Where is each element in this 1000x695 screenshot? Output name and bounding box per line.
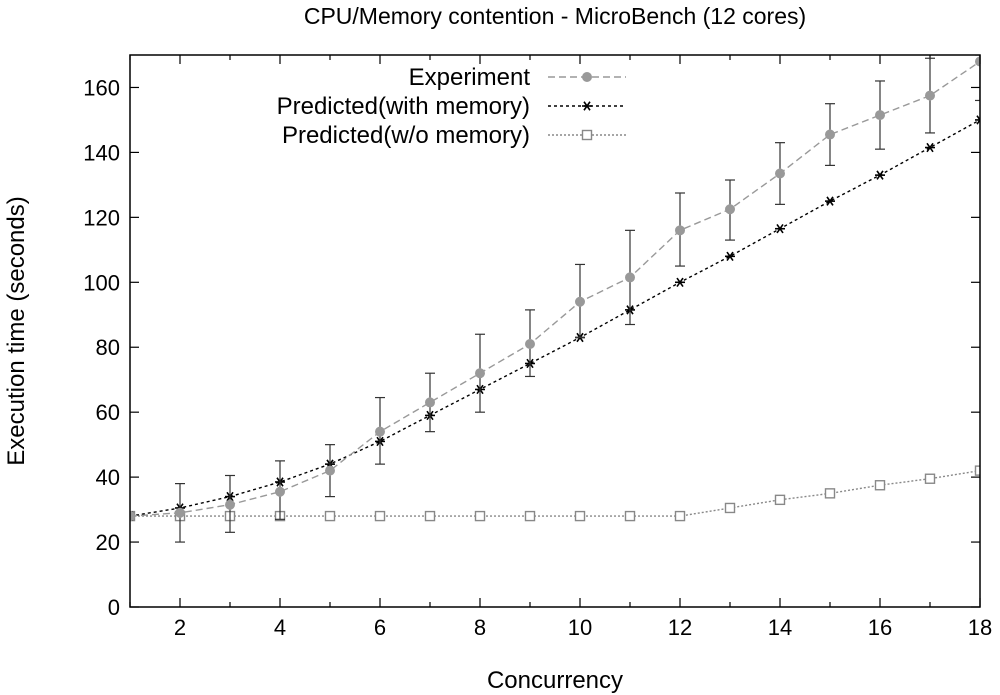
star-stroke <box>676 277 684 288</box>
x-tick-label: 10 <box>568 615 592 640</box>
data-point <box>875 110 885 121</box>
x-tick-label: 8 <box>474 615 486 640</box>
data-point <box>275 486 285 497</box>
legend-item-predicted-with-memory: Predicted(with memory) <box>277 93 626 120</box>
star-stroke <box>926 142 934 153</box>
data-point <box>524 510 536 522</box>
y-tick-label: 160 <box>83 75 120 100</box>
x-tick-label: 18 <box>968 615 992 640</box>
y-tick-label: 0 <box>108 595 120 620</box>
y-tick-label: 80 <box>96 335 120 360</box>
x-tick-label: 4 <box>274 615 286 640</box>
data-point <box>925 142 935 153</box>
chart-title: CPU/Memory contention - MicroBench (12 c… <box>304 3 806 29</box>
data-point <box>725 251 735 262</box>
data-point <box>774 494 786 506</box>
data-point <box>674 510 686 522</box>
data-point <box>775 168 785 179</box>
data-point <box>975 115 980 125</box>
data-point <box>575 296 585 307</box>
star-stroke <box>976 115 980 122</box>
data-point <box>425 397 435 408</box>
legend-swatch-marker <box>581 129 593 141</box>
data-point <box>624 510 636 522</box>
data-point <box>925 90 935 101</box>
series-line <box>130 469 980 517</box>
data-point <box>374 510 386 522</box>
data-point <box>924 473 936 484</box>
data-point <box>775 224 785 234</box>
data-point <box>324 510 336 522</box>
data-point <box>175 507 185 518</box>
data-point <box>225 499 235 510</box>
legend-label: Predicted(with memory) <box>277 93 530 120</box>
legend-item-experiment: Experiment <box>409 64 626 91</box>
x-tick-label: 14 <box>768 615 792 640</box>
plot-frame <box>129 54 981 608</box>
y-tick-label: 60 <box>96 400 120 425</box>
data-point <box>325 465 335 476</box>
y-tick-label: 20 <box>96 530 120 555</box>
series-layer <box>130 55 980 543</box>
y-tick-label: 140 <box>83 140 120 165</box>
x-tick-label: 16 <box>868 615 892 640</box>
y-tick-label: 120 <box>83 205 120 230</box>
star-stroke <box>776 224 784 234</box>
data-point <box>824 488 836 499</box>
series-experiment <box>130 55 980 543</box>
y-axis-label: Execution time (seconds) <box>3 196 30 465</box>
data-point <box>675 225 685 236</box>
data-point <box>375 426 385 437</box>
data-point <box>974 465 980 476</box>
data-point <box>625 272 635 283</box>
legend-label: Experiment <box>409 64 531 91</box>
series-line <box>130 60 980 517</box>
series-predicted-w-o-memory <box>130 465 980 522</box>
data-point <box>725 204 735 215</box>
data-point <box>475 368 485 379</box>
data-point <box>130 511 135 522</box>
x-tick-label: 6 <box>374 615 386 640</box>
data-point <box>675 277 685 288</box>
data-point <box>975 56 980 67</box>
data-point <box>474 510 486 522</box>
star-stroke <box>826 196 834 206</box>
x-tick-label: 12 <box>668 615 692 640</box>
series-predicted-with-memory <box>130 115 980 521</box>
y-tick-label: 100 <box>83 270 120 295</box>
y-tick-label: 40 <box>96 465 120 490</box>
series-line <box>130 119 980 517</box>
x-axis-label: Concurrency <box>487 667 623 694</box>
star-stroke <box>726 251 734 262</box>
data-point <box>525 338 535 349</box>
legend-swatch-marker <box>582 72 592 82</box>
star-stroke <box>976 118 980 125</box>
data-point <box>874 480 886 491</box>
legend-item-predicted-w-o-memory: Predicted(w/o memory) <box>282 122 626 149</box>
axes: 0 20 40 60 80 100 120 140 160 2 4 6 8 10 12 14 16 18 <box>83 55 992 640</box>
legend-label: Predicted(w/o memory) <box>282 122 530 149</box>
data-point <box>825 196 835 206</box>
data-point <box>574 510 586 522</box>
star-stroke <box>583 101 591 111</box>
star-stroke <box>876 170 884 180</box>
legend-swatch-marker <box>582 101 592 111</box>
data-point <box>875 170 885 180</box>
data-point <box>724 502 736 514</box>
data-point <box>825 129 835 140</box>
x-tick-label: 2 <box>174 615 186 640</box>
data-point <box>424 510 436 522</box>
